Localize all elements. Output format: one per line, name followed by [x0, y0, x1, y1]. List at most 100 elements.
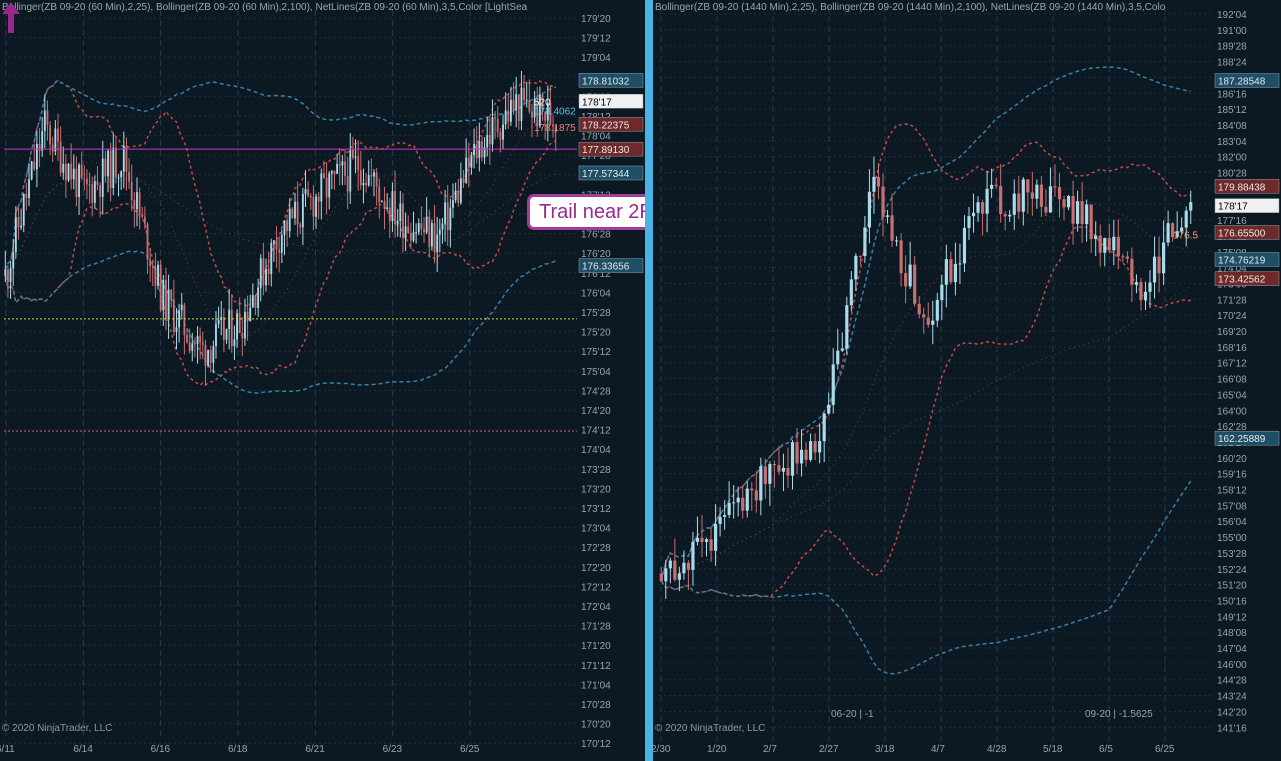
price-label-box: [578, 141, 644, 157]
candle-body: [409, 232, 412, 241]
candle-body: [294, 201, 296, 219]
candle-body: [854, 255, 858, 280]
price-label: 179.88438: [1218, 182, 1266, 193]
annotation-label: 520: [534, 97, 551, 108]
price-axis-tick: 171'28: [581, 622, 611, 633]
price-axis-tick: 150'16: [1217, 596, 1247, 607]
price-axis-tick: 178'04: [581, 132, 611, 143]
indicator-legend: Bollinger(ZB 09-20 (60 Min),2,25), Bolli…: [2, 2, 528, 13]
date-axis-tick: 3/18: [875, 744, 895, 755]
price-axis-tick: 171'12: [581, 661, 611, 672]
candle-body: [120, 171, 123, 178]
candle-body: [365, 182, 368, 186]
candle-body: [133, 200, 136, 210]
candle-body: [149, 259, 152, 267]
candle-body: [541, 94, 544, 112]
candle-body: [146, 223, 149, 260]
candle-body: [201, 342, 204, 345]
candle-body: [462, 178, 465, 183]
candle-body: [251, 295, 254, 308]
candle-body: [1008, 214, 1012, 217]
candle-body: [1152, 256, 1157, 283]
candle-body: [1048, 186, 1053, 213]
candle-body: [704, 539, 709, 543]
candle-body: [1162, 242, 1166, 274]
candle-body: [509, 99, 512, 122]
price-chart-60min[interactable]: 179'20179'12179'04178'28178'20178'12178'…: [0, 0, 645, 761]
candle-body: [745, 488, 749, 511]
candle-body: [1166, 223, 1170, 243]
candle-body: [291, 208, 294, 219]
candle-body: [172, 299, 175, 332]
candle-body: [307, 189, 310, 197]
candle-body: [241, 333, 244, 339]
candle-body: [926, 317, 930, 325]
candle-body: [212, 346, 215, 363]
candle-body: [402, 203, 404, 239]
chart-panel-60min[interactable]: 179'20179'12179'04178'28178'20178'12178'…: [0, 0, 645, 761]
candle-body: [659, 573, 663, 582]
candle-body: [228, 309, 231, 330]
date-axis-tick: 6/18: [228, 744, 248, 755]
candle-body: [772, 463, 776, 466]
candle-body: [425, 216, 428, 233]
candle-body: [686, 562, 690, 570]
candle-body: [170, 289, 173, 300]
candle-body: [754, 490, 758, 501]
price-axis-tick: 174'04: [1217, 264, 1247, 275]
candle-body: [813, 441, 817, 453]
candle-body: [673, 560, 677, 580]
price-axis-tick: 152'24: [1217, 565, 1247, 576]
candle-body: [533, 100, 536, 118]
price-axis-tick: 184'08: [1217, 121, 1247, 132]
candle-body: [525, 100, 528, 102]
chart-panel-1440min[interactable]: 192'04191'00189'28188'24187'20186'16185'…: [653, 0, 1281, 761]
candle-body: [407, 226, 410, 233]
candle-body: [62, 163, 65, 173]
price-axis-tick: 188'24: [1217, 58, 1247, 69]
candle-body: [225, 329, 228, 340]
price-axis-tick: 170'20: [581, 720, 611, 731]
price-label: 178'17: [1218, 202, 1248, 213]
candle-body: [109, 150, 112, 189]
candle-body: [1071, 195, 1075, 224]
candle-body: [35, 143, 38, 170]
price-axis-tick: 174'12: [581, 426, 611, 437]
candle-body: [222, 317, 225, 340]
candle-body: [971, 212, 976, 217]
candle-body: [1057, 187, 1062, 200]
candle-body: [790, 442, 795, 476]
candle-body: [67, 163, 70, 181]
candle-body: [1003, 214, 1007, 217]
candle-body: [167, 289, 170, 319]
candle-body: [196, 335, 199, 345]
candle-body: [420, 223, 423, 229]
candle-body: [1157, 256, 1161, 274]
price-label: 162.25889: [1218, 434, 1266, 445]
price-axis-tick: 171'20: [581, 641, 611, 652]
candle-body: [962, 227, 967, 264]
candle-body: [433, 223, 436, 253]
price-chart-1440min[interactable]: 192'04191'00189'28188'24187'20186'16185'…: [653, 0, 1281, 761]
bollinger-mid-25: [4, 113, 556, 337]
price-label-box: [578, 258, 644, 273]
candle-body: [836, 350, 840, 365]
price-axis-tick: 176'28: [581, 230, 611, 241]
candle-body: [51, 144, 54, 152]
candle-body: [496, 118, 499, 133]
price-axis-tick: 170'28: [581, 700, 611, 711]
candle-body: [531, 111, 533, 118]
date-axis-tick: 1/20: [707, 744, 727, 755]
candle-body: [396, 220, 399, 225]
candle-body: [552, 124, 554, 127]
candle-body: [664, 568, 668, 582]
price-axis-tick: 176'04: [581, 288, 611, 299]
candle-body: [709, 539, 713, 551]
candle-body: [736, 497, 740, 503]
candle-body: [233, 339, 236, 347]
indicator-legend: Bollinger(ZB 09-20 (1440 Min),2,25), Bol…: [655, 2, 1166, 13]
candle-body: [504, 110, 507, 125]
candle-body: [72, 168, 75, 180]
price-axis-tick: 167'12: [1217, 359, 1247, 370]
candle-body: [349, 149, 352, 192]
